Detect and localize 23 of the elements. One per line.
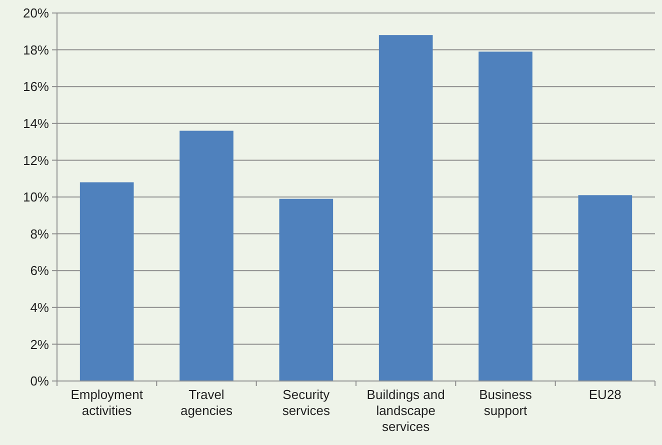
bar xyxy=(180,130,234,381)
y-tick-label: 18% xyxy=(22,42,50,58)
y-tick-label: 6% xyxy=(30,263,50,278)
y-tick-label: 8% xyxy=(30,226,50,242)
y-tick-label: 10% xyxy=(22,190,50,205)
bar xyxy=(378,35,433,381)
y-tick-label: 2% xyxy=(30,336,50,352)
bar xyxy=(279,198,334,381)
x-tick-label: EU28 xyxy=(588,387,622,402)
y-tick-label: 12% xyxy=(22,152,50,168)
x-tick-label: Travel agencies xyxy=(180,387,234,418)
bar xyxy=(478,52,532,381)
x-tick-label: Employment activities xyxy=(70,387,144,418)
bar xyxy=(80,182,134,381)
y-tick-label: 4% xyxy=(30,300,50,315)
x-tick-label: Security services xyxy=(282,387,330,418)
y-tick-label: 20% xyxy=(22,6,50,21)
y-tick-label: 16% xyxy=(22,79,50,94)
bar xyxy=(578,195,632,381)
y-tick-label: 14% xyxy=(22,116,50,131)
y-tick-label: 0% xyxy=(30,374,50,389)
x-tick-label: Buildings and landscape services xyxy=(366,387,445,434)
x-tick-label: Business support xyxy=(479,387,532,418)
